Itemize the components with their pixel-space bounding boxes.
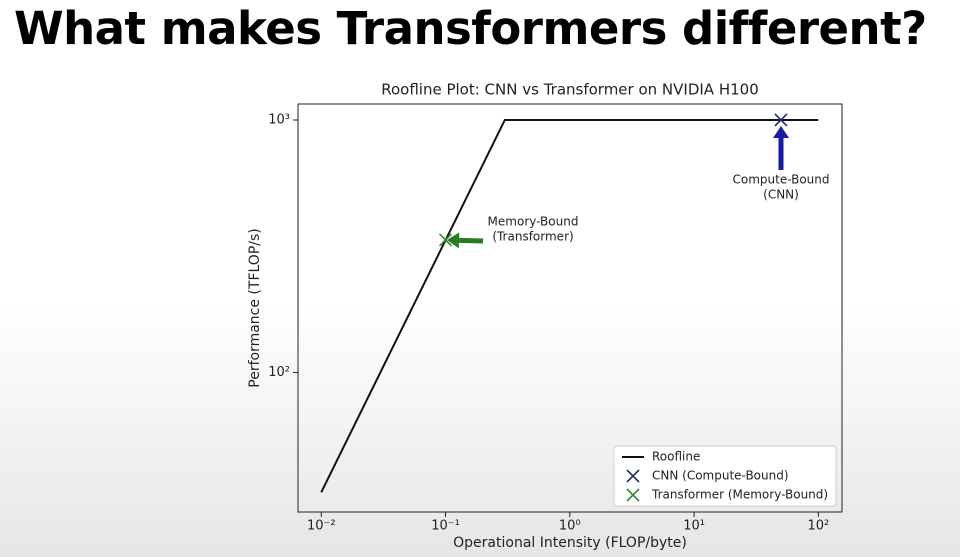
x-tick-label: 10¹ [683,519,705,534]
x-tick-label: 10⁻² [307,519,336,534]
marker-stroke [626,469,640,483]
roofline [320,118,819,493]
point [774,113,788,127]
legend-box [613,445,837,507]
x-tick-label: 10⁰ [559,519,581,534]
annotation-arrow-head [773,126,789,138]
legend-label: Transformer (Memory-Bound) [651,488,828,502]
marker-stroke [438,233,453,247]
x-axis-label: Operational Intensity (FLOP/byte) [453,535,687,551]
point [438,233,453,247]
marker-stroke [774,113,788,127]
legend-swatch [626,469,640,483]
annotation-text: Compute-Bound [732,173,829,187]
x-tick-label: 10² [807,519,829,534]
y-axis-label: Performance (TFLOP/s) [247,228,263,387]
annotation-text: Memory-Bound [488,215,579,229]
legend-swatch [626,488,640,502]
y-tick-label: 10² [268,365,290,380]
legend-label: CNN (Compute-Bound) [652,469,789,483]
legend-label: Roofline [652,450,700,464]
annotation-text: (CNN) [763,188,799,202]
slide-heading: What makes Transformers different? [14,2,927,55]
chart-title: Roofline Plot: CNN vs Transformer on NVI… [381,81,759,99]
annotation-arrow-head [447,232,460,249]
annotation-text: (Transformer) [492,230,573,244]
annotation-arrow-shaft [458,237,484,244]
x-tick-label: 10⁻¹ [431,519,460,534]
marker-stroke [626,488,640,502]
y-tick-label: 10³ [268,112,290,127]
